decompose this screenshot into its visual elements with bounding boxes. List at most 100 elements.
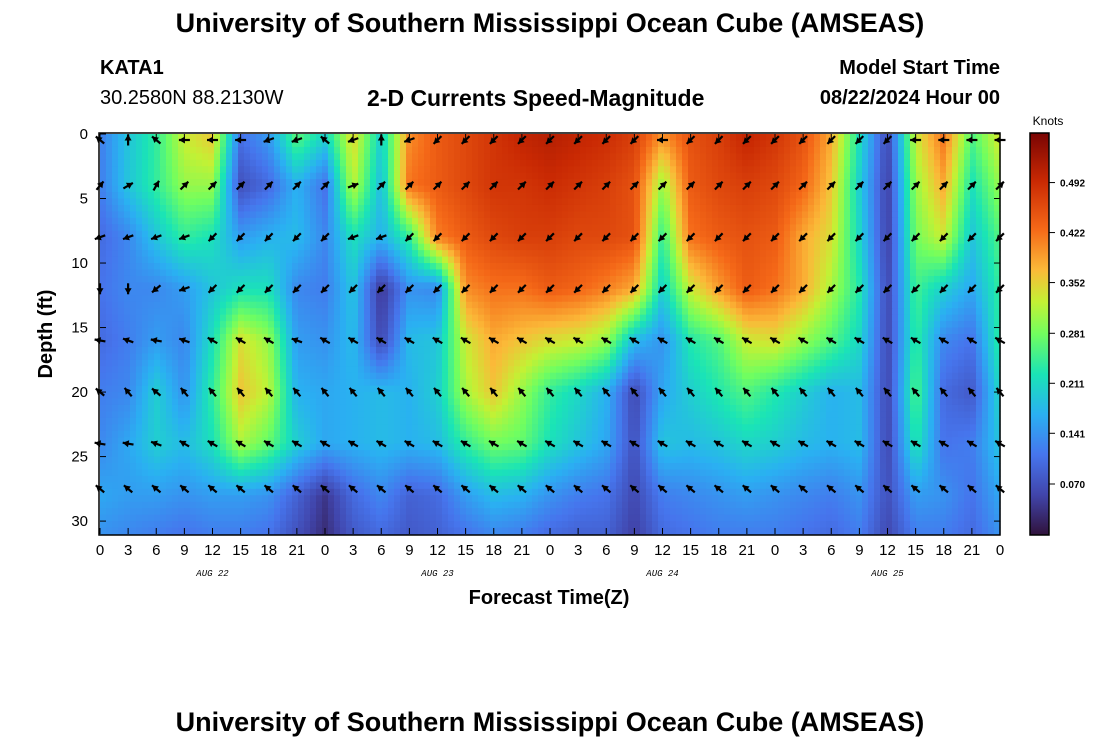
heatmap-cell bbox=[610, 179, 617, 187]
heatmap-cell bbox=[988, 295, 995, 303]
heatmap-cell bbox=[760, 146, 767, 154]
heatmap-cell bbox=[772, 275, 779, 283]
heatmap-cell bbox=[532, 237, 539, 245]
heatmap-cell bbox=[688, 250, 695, 258]
heatmap-cell bbox=[688, 204, 695, 213]
heatmap-cell bbox=[892, 172, 899, 180]
heatmap-cell bbox=[460, 250, 467, 258]
heatmap-cell bbox=[916, 166, 923, 174]
heatmap-cell bbox=[610, 263, 617, 271]
heatmap-cell bbox=[496, 237, 503, 245]
heatmap-cell bbox=[514, 224, 521, 232]
heatmap-cell bbox=[370, 179, 377, 187]
heatmap-cell bbox=[718, 269, 725, 277]
heatmap-cell bbox=[910, 314, 917, 322]
heatmap-cell bbox=[226, 295, 233, 303]
heatmap-cell bbox=[202, 295, 209, 303]
heatmap-cell bbox=[286, 179, 293, 187]
heatmap-cell bbox=[214, 198, 221, 206]
heatmap-cell bbox=[226, 179, 233, 187]
heatmap-cell bbox=[688, 172, 695, 180]
heatmap-cell bbox=[526, 185, 533, 193]
heatmap-cell bbox=[478, 204, 485, 213]
heatmap-cell bbox=[958, 224, 965, 232]
heatmap-cell bbox=[682, 250, 689, 258]
heatmap-cell bbox=[166, 288, 173, 296]
heatmap-cell bbox=[922, 282, 929, 290]
heatmap-cell bbox=[322, 159, 329, 167]
heatmap-cell bbox=[472, 327, 479, 335]
heatmap-cell bbox=[262, 340, 269, 348]
heatmap-cell bbox=[742, 321, 749, 329]
heatmap-cell bbox=[838, 192, 845, 200]
heatmap-cell bbox=[964, 308, 971, 316]
heatmap-cell bbox=[598, 243, 605, 251]
heatmap-cell bbox=[826, 256, 833, 264]
heatmap-cell bbox=[742, 340, 749, 348]
heatmap-cell bbox=[304, 243, 311, 251]
heatmap-cell bbox=[322, 340, 329, 348]
heatmap-cell bbox=[892, 308, 899, 316]
heatmap-cell bbox=[658, 153, 665, 161]
heatmap-cell bbox=[496, 263, 503, 271]
heatmap-cell bbox=[598, 153, 605, 161]
heatmap-cell bbox=[208, 192, 215, 200]
heatmap-cell bbox=[586, 263, 593, 271]
heatmap-cell bbox=[202, 185, 209, 193]
heatmap-cell bbox=[718, 340, 725, 348]
heatmap-cell bbox=[778, 301, 785, 309]
heatmap-cell bbox=[616, 308, 623, 316]
heatmap-cell bbox=[880, 198, 887, 206]
heatmap-cell bbox=[922, 295, 929, 303]
heatmap-cell bbox=[778, 295, 785, 303]
heatmap-cell bbox=[274, 295, 281, 303]
heatmap-cell bbox=[916, 250, 923, 258]
heatmap-cell bbox=[988, 192, 995, 200]
heatmap-cell bbox=[670, 334, 677, 342]
heatmap-cell bbox=[958, 263, 965, 271]
heatmap-cell bbox=[574, 217, 581, 225]
heatmap-cell bbox=[646, 237, 653, 245]
heatmap-cell bbox=[952, 256, 959, 264]
heatmap-cell bbox=[112, 340, 119, 348]
heatmap-cell bbox=[502, 179, 509, 187]
heatmap-cell bbox=[148, 179, 155, 187]
heatmap-cell bbox=[118, 204, 125, 213]
heatmap-cell bbox=[484, 153, 491, 161]
heatmap-cell bbox=[706, 192, 713, 200]
heatmap-cell bbox=[400, 185, 407, 193]
heatmap-cell bbox=[604, 308, 611, 316]
heatmap-cell bbox=[946, 308, 953, 316]
heatmap-cell bbox=[772, 301, 779, 309]
heatmap-cell bbox=[130, 217, 137, 225]
heatmap-cell bbox=[988, 275, 995, 283]
heatmap-cell bbox=[358, 321, 365, 329]
heatmap-cell bbox=[862, 217, 869, 225]
heatmap-cell bbox=[460, 172, 467, 180]
heatmap-cell bbox=[562, 334, 569, 342]
heatmap-cell bbox=[148, 243, 155, 251]
heatmap-cell bbox=[208, 321, 215, 329]
heatmap-cell bbox=[100, 192, 107, 200]
heatmap-cell bbox=[670, 275, 677, 283]
heatmap-cell bbox=[862, 198, 869, 206]
heatmap-cell bbox=[448, 275, 455, 283]
heatmap-cell bbox=[424, 250, 431, 258]
heatmap-cell bbox=[658, 282, 665, 290]
heatmap-cell bbox=[856, 211, 863, 219]
heatmap-cell bbox=[622, 211, 629, 219]
heatmap-cell bbox=[388, 198, 395, 206]
heatmap-cell bbox=[382, 134, 389, 142]
heatmap-cell bbox=[772, 256, 779, 264]
heatmap-cell bbox=[418, 172, 425, 180]
heatmap-cell bbox=[784, 334, 791, 342]
heatmap-cell bbox=[730, 204, 737, 213]
heatmap-cell bbox=[250, 140, 257, 148]
heatmap-cell bbox=[418, 327, 425, 335]
heatmap-cell bbox=[760, 308, 767, 316]
heatmap-cell bbox=[112, 185, 119, 193]
heatmap-cell bbox=[472, 282, 479, 290]
heatmap-cell bbox=[820, 243, 827, 251]
heatmap-cell bbox=[808, 192, 815, 200]
heatmap-cell bbox=[658, 140, 665, 148]
